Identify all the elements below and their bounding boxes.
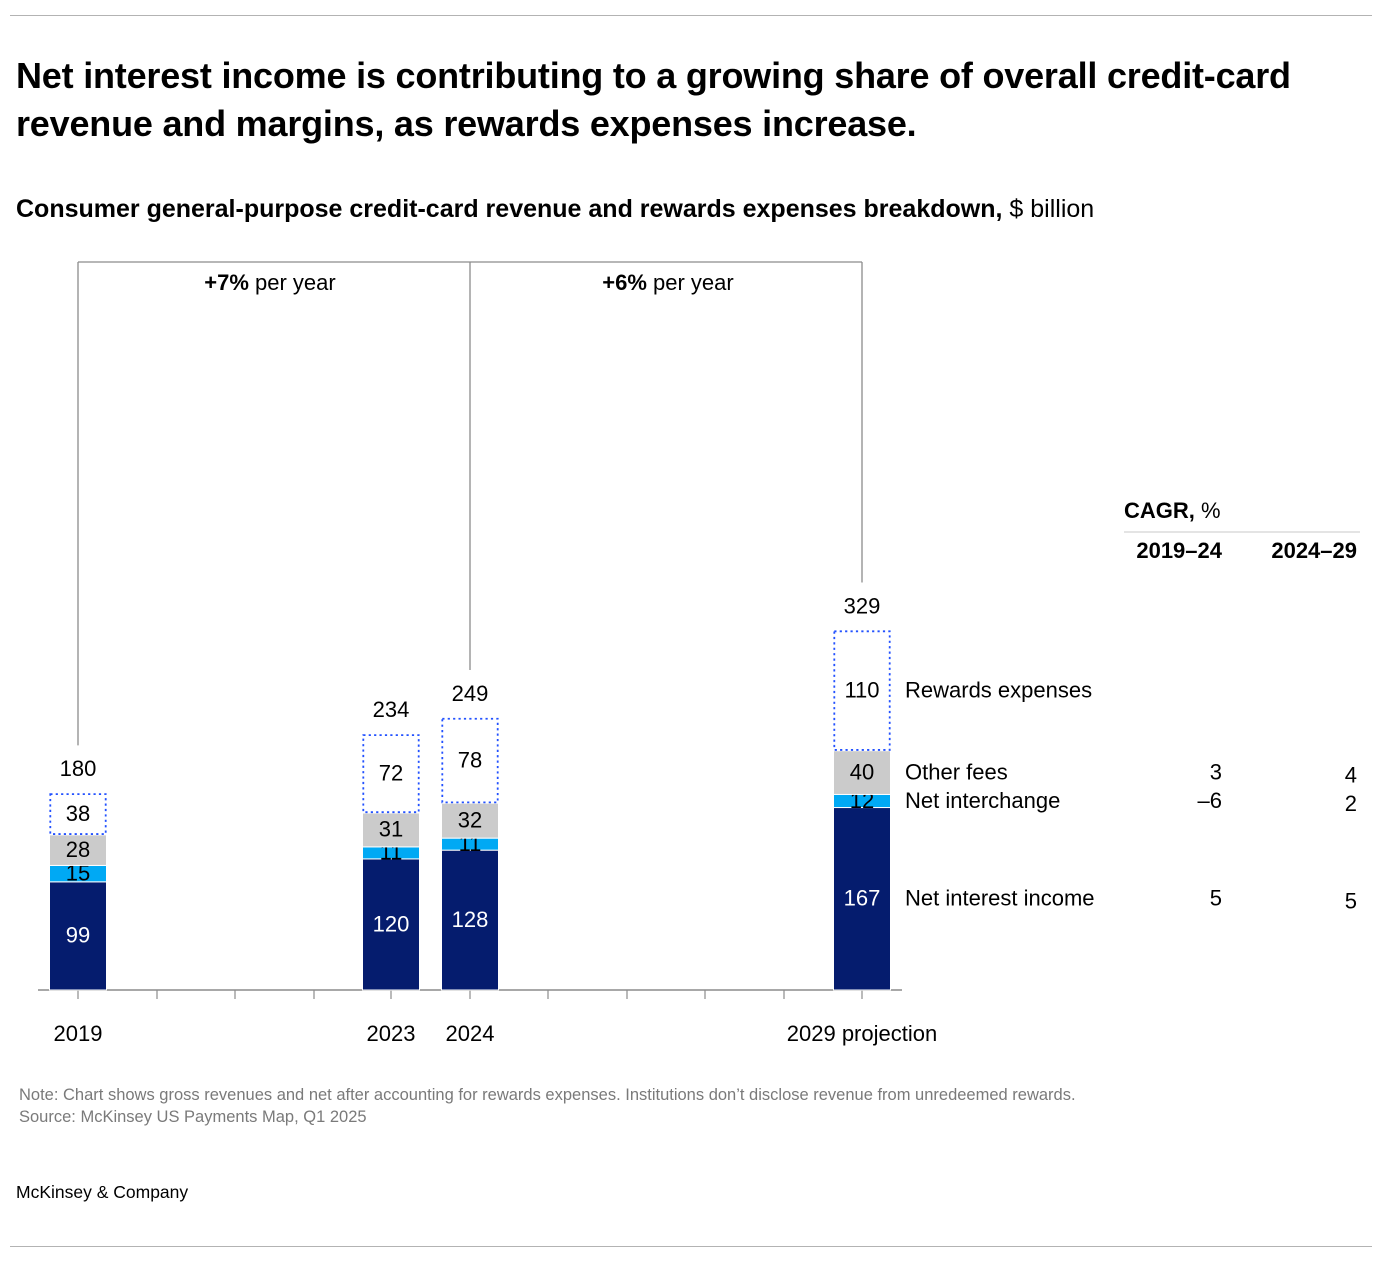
x-tick-label-2023: 2023 bbox=[367, 1021, 416, 1046]
data-label-2019-rewards-expenses: 38 bbox=[66, 801, 90, 826]
x-tick-label-2019: 2019 bbox=[54, 1021, 103, 1046]
cagr-value-net-interest-income-2019-24: 5 bbox=[1210, 886, 1222, 911]
bar-2023-other-fees bbox=[362, 812, 420, 848]
bar-2029-projection-rewards-expenses bbox=[833, 630, 891, 751]
legend-label-rewards-expenses: Rewards expenses bbox=[905, 677, 1092, 702]
x-tick-label-2029-projection: 2029 projection bbox=[787, 1021, 937, 1046]
subtitle-text: Consumer general-purpose credit-card rev… bbox=[16, 195, 1003, 223]
data-label-2029-projection-rewards-expenses: 110 bbox=[844, 677, 879, 702]
notes: Note: Chart shows gross revenues and net… bbox=[19, 1084, 1076, 1128]
bar-2023-rewards-expenses bbox=[362, 734, 420, 814]
growth-label-2019-2024: +7% per year bbox=[204, 270, 335, 295]
top-rule bbox=[10, 15, 1372, 16]
total-label-2024: 249 bbox=[452, 681, 489, 706]
stacked-bar-chart: 2019 2023 2024 2029 projection9915283818012… bbox=[38, 261, 1360, 1046]
cagr-value-net-interchange-2024-29: 2 bbox=[1345, 791, 1357, 816]
cagr-column-2024-29: 2024–29 bbox=[1271, 538, 1357, 563]
bar-2029-projection-net-interest-income bbox=[833, 807, 891, 991]
chart-source: Source: McKinsey US Payments Map, Q1 202… bbox=[19, 1108, 367, 1126]
x-tick-label-2024: 2024 bbox=[446, 1021, 495, 1046]
cagr-value-net-interest-income-2024-29: 5 bbox=[1345, 889, 1357, 914]
data-label-2023-rewards-expenses: 72 bbox=[379, 760, 403, 785]
bar-2024-rewards-expenses bbox=[441, 717, 499, 804]
chart-title: Net interest income is contributing to a… bbox=[16, 55, 1291, 144]
data-label-2024-rewards-expenses: 78 bbox=[458, 747, 482, 772]
total-label-2023: 234 bbox=[373, 697, 410, 722]
bottom-rule bbox=[10, 1246, 1372, 1247]
total-label-2019: 180 bbox=[60, 756, 97, 781]
bar-2024-net-interest-income bbox=[441, 849, 499, 991]
total-label-2029-projection: 329 bbox=[844, 593, 881, 618]
bar-2019-other-fees bbox=[49, 834, 107, 866]
bar-2019-net-interest-income bbox=[49, 881, 107, 991]
legend-label-other-fees: Other fees bbox=[905, 759, 1008, 784]
data-label-2019-net-interest-income: 99 bbox=[66, 923, 90, 948]
chart-subtitle: Consumer general-purpose credit-card rev… bbox=[16, 193, 1316, 225]
data-label-2023-other-fees: 31 bbox=[379, 817, 403, 842]
bar-2023-net-interest-income bbox=[362, 858, 420, 991]
bar-2029-projection-other-fees bbox=[833, 750, 891, 795]
cagr-value-other-fees-2019-24: 3 bbox=[1210, 759, 1222, 784]
legend-label-net-interchange: Net interchange bbox=[905, 788, 1060, 813]
data-label-2029-projection-other-fees: 40 bbox=[850, 759, 874, 784]
brand-wordmark: McKinsey & Company bbox=[16, 1182, 189, 1202]
cagr-value-net-interchange-2019-24: –6 bbox=[1198, 788, 1222, 813]
data-label-2029-projection-net-interest-income: 167 bbox=[844, 886, 881, 911]
cagr-value-other-fees-2024-29: 4 bbox=[1345, 762, 1357, 787]
data-label-2023-net-interest-income: 120 bbox=[373, 911, 410, 936]
data-label-2024-other-fees: 32 bbox=[458, 807, 482, 832]
data-label-2019-other-fees: 28 bbox=[66, 837, 90, 862]
cagr-title: CAGR, % bbox=[1124, 498, 1221, 523]
bar-2019-rewards-expenses bbox=[49, 793, 107, 835]
chart-note: Note: Chart shows gross revenues and net… bbox=[19, 1086, 1076, 1104]
data-label-2024-net-interest-income: 128 bbox=[452, 907, 489, 932]
legend-label-net-interest-income: Net interest income bbox=[905, 886, 1095, 911]
cagr-column-2019-24: 2019–24 bbox=[1136, 538, 1222, 563]
growth-label-2024-2029: +6% per year bbox=[602, 270, 733, 295]
subtitle-unit: $ billion bbox=[1002, 195, 1095, 223]
bar-2024-other-fees bbox=[441, 802, 499, 839]
